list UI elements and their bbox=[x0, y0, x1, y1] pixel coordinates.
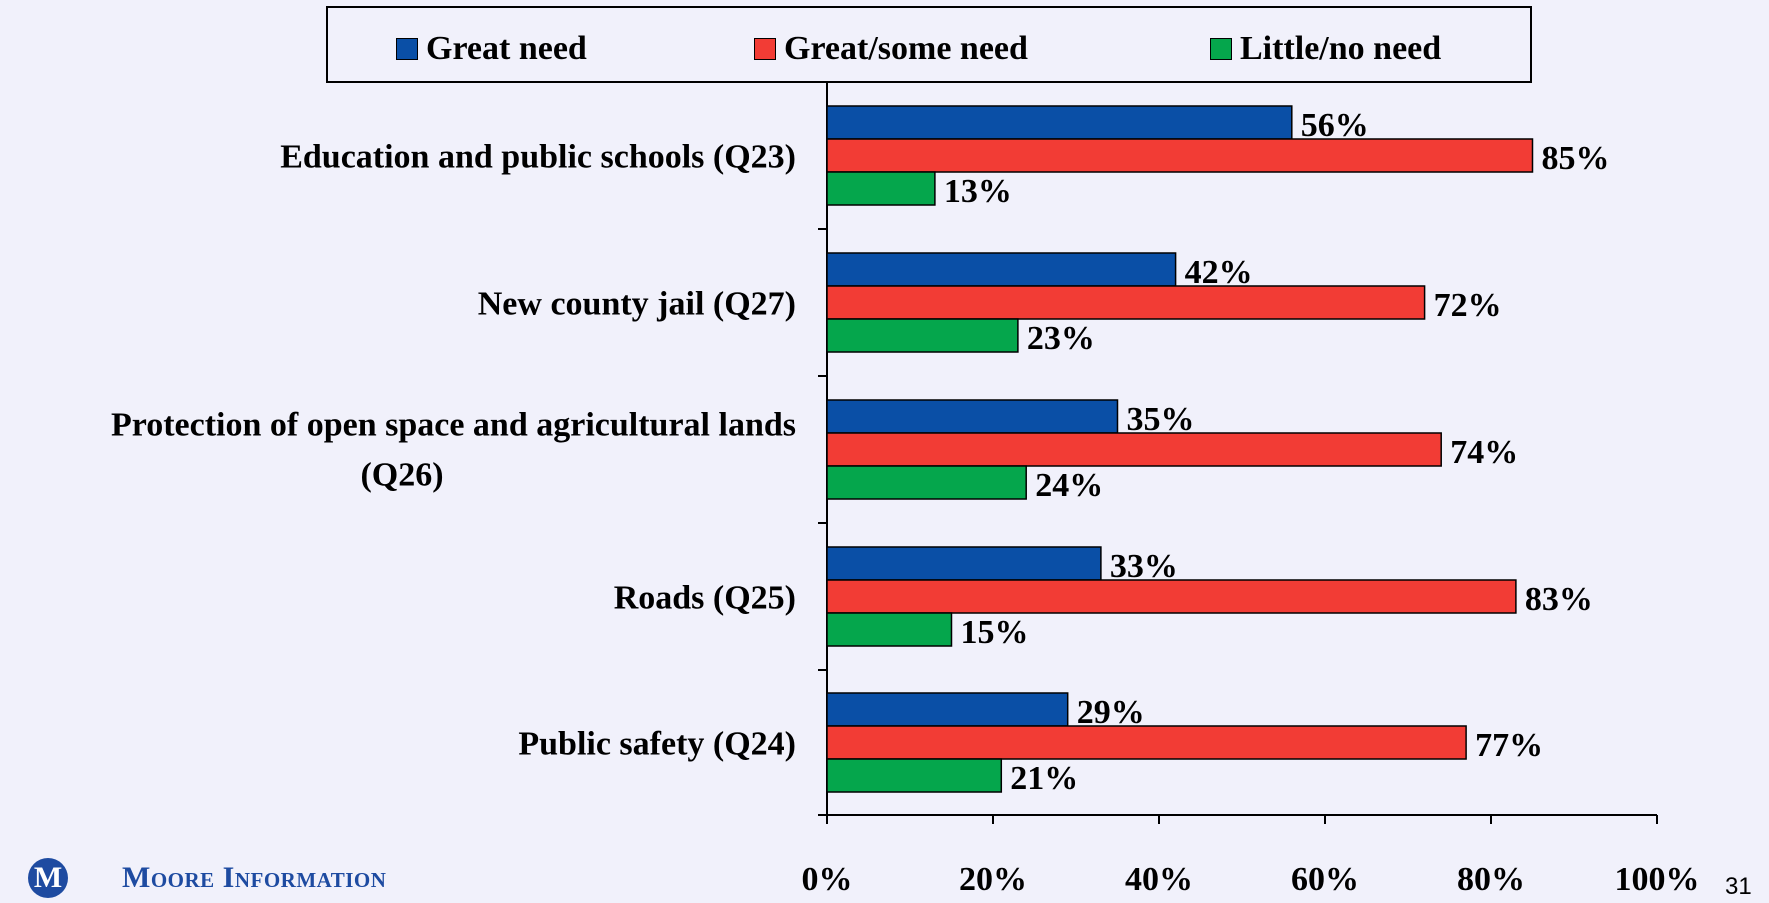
data-label: 35% bbox=[1127, 401, 1195, 438]
bar bbox=[826, 432, 1442, 467]
legend-label-great-need: Great need bbox=[426, 30, 587, 67]
bar bbox=[826, 546, 1102, 581]
data-label: 29% bbox=[1077, 694, 1145, 731]
x-tick-label: 0% bbox=[802, 861, 853, 898]
bar bbox=[826, 318, 1019, 353]
company-logo: M Moore Information bbox=[28, 858, 386, 898]
legend-label-little-no-need: Little/no need bbox=[1240, 30, 1442, 67]
x-tick-label: 100% bbox=[1615, 861, 1700, 898]
data-label: 74% bbox=[1450, 434, 1518, 471]
x-tick-label: 20% bbox=[959, 861, 1027, 898]
bar bbox=[826, 171, 936, 206]
data-label: 85% bbox=[1542, 140, 1610, 177]
legend-swatch-great-need bbox=[396, 38, 418, 60]
logo-mark-icon: M bbox=[28, 858, 68, 898]
bar bbox=[826, 399, 1119, 434]
x-tick-label: 80% bbox=[1457, 861, 1525, 898]
data-label: 56% bbox=[1301, 107, 1369, 144]
bar bbox=[826, 579, 1517, 614]
category-label-line2: (Q26) bbox=[360, 457, 443, 494]
category-label: Roads (Q25) bbox=[614, 580, 796, 617]
x-tick-label: 60% bbox=[1291, 861, 1359, 898]
legend-item-great-some-need: Great/some need bbox=[754, 30, 1028, 68]
data-label: 83% bbox=[1525, 581, 1593, 618]
legend-swatch-little-no-need bbox=[1210, 38, 1232, 60]
bar bbox=[826, 285, 1426, 320]
bar bbox=[826, 612, 953, 647]
category-label: Education and public schools (Q23) bbox=[280, 139, 796, 176]
data-label: 23% bbox=[1027, 320, 1095, 357]
category-label: Public safety (Q24) bbox=[518, 726, 796, 763]
data-label: 72% bbox=[1434, 287, 1502, 324]
category-label: New county jail (Q27) bbox=[478, 286, 796, 323]
x-tick-label: 40% bbox=[1125, 861, 1193, 898]
legend-item-little-no-need: Little/no need bbox=[1210, 30, 1441, 68]
data-label: 42% bbox=[1185, 254, 1253, 291]
data-label: 13% bbox=[944, 173, 1012, 210]
chart-legend: Great need Great/some need Little/no nee… bbox=[326, 6, 1532, 83]
bar bbox=[826, 465, 1027, 500]
bar bbox=[826, 105, 1293, 140]
legend-item-great-need: Great need bbox=[396, 30, 587, 68]
legend-swatch-great-some-need bbox=[754, 38, 776, 60]
data-label: 24% bbox=[1035, 467, 1103, 504]
bar bbox=[826, 692, 1069, 727]
data-label: 21% bbox=[1010, 760, 1078, 797]
bar bbox=[826, 758, 1003, 793]
data-label: 77% bbox=[1475, 727, 1543, 764]
category-label: Protection of open space and agricultura… bbox=[111, 407, 796, 444]
legend-label-great-some-need: Great/some need bbox=[784, 30, 1028, 67]
bar bbox=[826, 138, 1534, 173]
data-label: 15% bbox=[961, 614, 1029, 651]
data-label: 33% bbox=[1110, 548, 1178, 585]
bar bbox=[826, 252, 1177, 287]
bar bbox=[826, 725, 1467, 760]
company-name: Moore Information bbox=[122, 861, 387, 894]
page-number: 31 bbox=[1725, 873, 1752, 900]
